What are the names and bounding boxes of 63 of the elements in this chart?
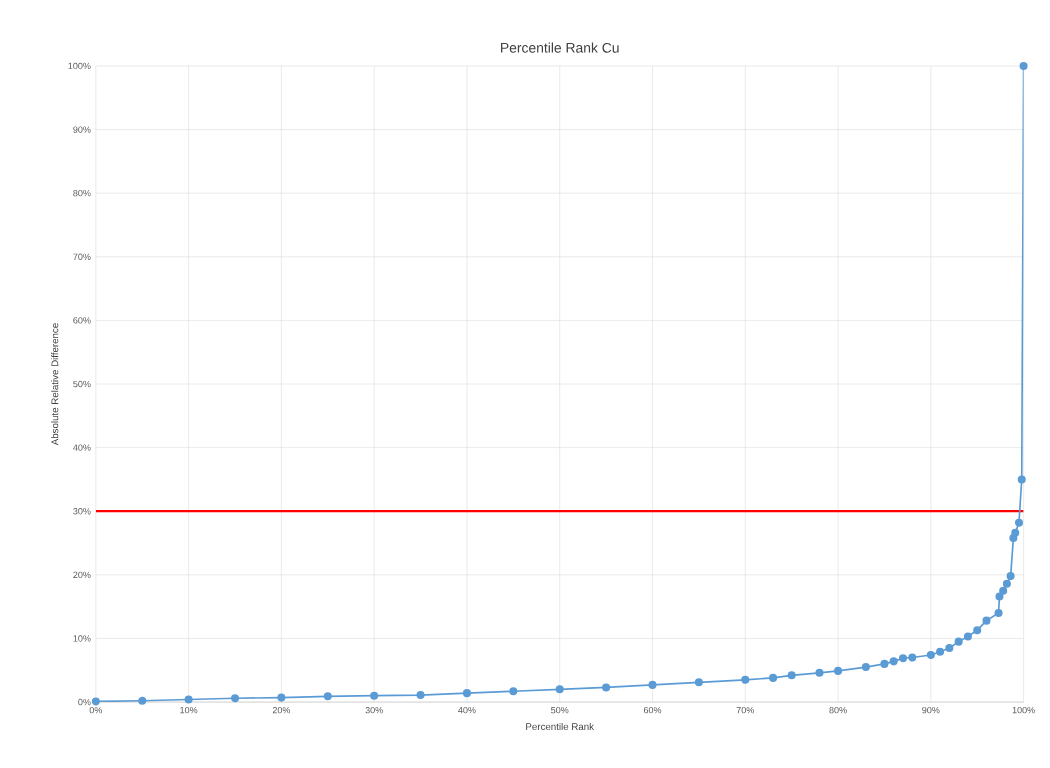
x-tick-label: 90% <box>922 706 940 714</box>
point <box>277 693 286 702</box>
point <box>994 608 1003 618</box>
point <box>138 696 147 705</box>
point <box>880 659 889 668</box>
point <box>787 671 796 680</box>
point <box>908 653 917 662</box>
point <box>1017 475 1026 484</box>
x-tick-label: 50% <box>551 706 569 714</box>
y-tick-label: 40% <box>73 444 91 451</box>
x-tick-label: 60% <box>643 706 662 714</box>
point <box>555 685 564 694</box>
y-tick-label: 30% <box>73 508 91 515</box>
x-tick-label: 20% <box>272 706 291 714</box>
y-tick-label: 10% <box>73 635 91 642</box>
point <box>954 637 963 646</box>
point <box>1011 528 1020 537</box>
point <box>1014 518 1023 527</box>
x-tick-label: 0% <box>89 706 103 714</box>
point <box>815 668 824 677</box>
y-tick-label: 0% <box>78 698 91 706</box>
point <box>370 691 379 700</box>
y-tick-label: 60% <box>73 317 91 324</box>
y-tick-label: 70% <box>73 253 91 260</box>
y-tick-label: 50% <box>73 380 91 388</box>
point <box>462 689 471 698</box>
x-tick-label: 80% <box>829 706 847 714</box>
point <box>230 694 240 703</box>
x-tick-label: 40% <box>458 706 476 714</box>
point <box>694 678 703 687</box>
point <box>982 616 991 625</box>
point <box>834 666 843 675</box>
point <box>323 692 332 701</box>
point <box>1006 572 1015 581</box>
x-tick-label: 30% <box>365 706 383 714</box>
point <box>416 691 425 700</box>
point <box>648 680 657 689</box>
y-tick-label: 90% <box>73 126 91 133</box>
chart-title: Percentile Rank Cu <box>501 42 619 53</box>
point <box>741 675 750 684</box>
point <box>945 643 954 653</box>
point <box>898 654 908 663</box>
y-tick-label: 80% <box>73 189 91 197</box>
point <box>926 650 935 660</box>
point <box>1019 61 1028 70</box>
y-tick-label: 100% <box>68 62 91 70</box>
point <box>184 695 193 704</box>
point <box>1002 579 1011 588</box>
x-tick-label: 100% <box>1012 706 1035 714</box>
point <box>936 647 945 656</box>
point <box>602 683 611 692</box>
point <box>999 586 1008 595</box>
y-axis-title: Absolute Relative Difference <box>51 323 59 446</box>
point <box>963 632 972 641</box>
point <box>889 657 898 666</box>
point <box>769 673 778 682</box>
point <box>509 687 518 696</box>
y-tick-label: 20% <box>73 571 91 579</box>
x-axis-title: Percentile Rank <box>526 722 595 731</box>
x-tick-label: 10% <box>180 706 198 714</box>
x-tick-label: 70% <box>736 706 754 714</box>
point <box>861 663 870 672</box>
point <box>973 626 982 635</box>
